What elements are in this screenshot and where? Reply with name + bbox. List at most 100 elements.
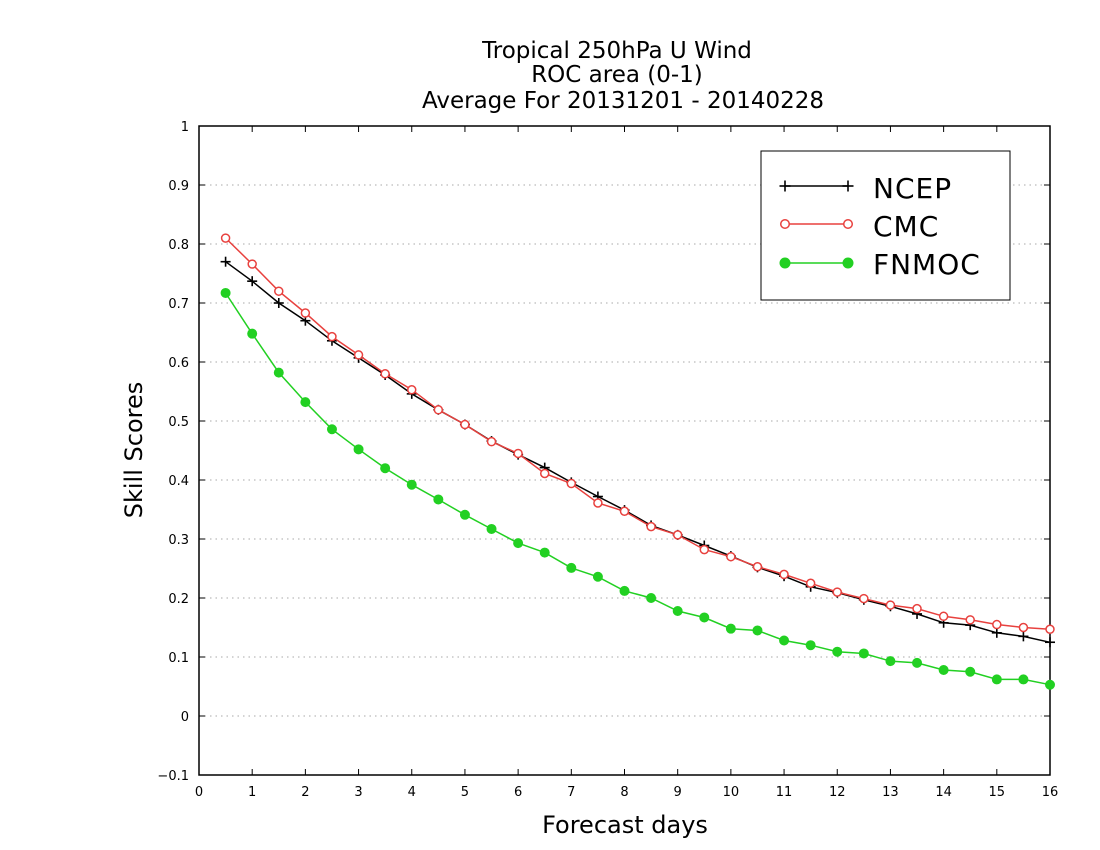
x-tick-label: 11 (776, 785, 793, 800)
x-tick-label: 8 (620, 785, 628, 800)
data-point-fnmoc (1018, 674, 1029, 685)
chart-title-line-3: Average For 20131201 - 20140228 (422, 88, 824, 114)
data-point-fnmoc (566, 562, 577, 573)
legend-samples (779, 180, 854, 269)
data-point-cmc (433, 405, 444, 415)
data-point-cmc (1018, 622, 1029, 633)
data-point-ncep (273, 298, 284, 308)
data-point-fnmoc (779, 635, 790, 646)
x-tick-label: 14 (935, 785, 952, 800)
data-point-fnmoc (353, 444, 364, 455)
data-point-cmc (274, 286, 284, 296)
data-point-fnmoc (326, 424, 337, 435)
data-point-fnmoc (912, 657, 923, 668)
data-point-fnmoc (539, 547, 550, 558)
data-point-ncep (1045, 637, 1055, 648)
x-tick-label: 15 (989, 785, 1006, 800)
series-line-ncep (225, 261, 1051, 644)
data-point-fnmoc (1045, 679, 1055, 690)
x-axis: 0 1 2 3 4 5 6 7 8 9 10 11 12 13 14 15 16 (195, 126, 1058, 800)
y-axis-label: Skill Scores (120, 382, 148, 519)
y-tick-label: 0.2 (168, 592, 189, 607)
legend-marker-ncep (779, 180, 791, 192)
data-point-cmc (539, 468, 550, 479)
data-point-fnmoc (300, 397, 311, 408)
data-point-cmc (300, 308, 311, 318)
data-point-cmc (805, 578, 816, 588)
data-point-fnmoc (885, 656, 896, 667)
y-tick-label: 0.1 (168, 651, 189, 666)
data-point-ncep (1018, 631, 1029, 642)
data-point-cmc (752, 561, 763, 572)
data-point-cmc (486, 436, 497, 447)
data-point-fnmoc (273, 367, 284, 378)
x-tick-label: 9 (674, 785, 682, 800)
data-point-fnmoc (938, 664, 949, 675)
x-tick-label: 3 (354, 785, 362, 800)
legend-sample-cmc (779, 218, 854, 230)
data-point-cmc (672, 530, 683, 540)
data-point-cmc (220, 233, 231, 243)
x-tick-label: 16 (1042, 785, 1059, 800)
data-point-cmc (992, 619, 1002, 630)
y-tick-label: 0.8 (168, 238, 189, 253)
data-point-cmc (726, 551, 736, 562)
data-point-cmc (912, 603, 922, 614)
data-point-cmc (1045, 624, 1055, 635)
legend-sample-ncep (779, 180, 854, 192)
legend-label-fnmoc: FNMOC (873, 248, 981, 281)
data-point-fnmoc (725, 623, 736, 634)
legend-label-cmc: CMC (873, 210, 939, 243)
data-point-cmc (380, 369, 390, 379)
series-cmc (220, 233, 1055, 635)
data-point-fnmoc (752, 625, 763, 636)
data-point-fnmoc (406, 479, 417, 490)
data-point-cmc (832, 587, 842, 597)
x-tick-label: 7 (567, 785, 575, 800)
data-point-cmc (938, 611, 949, 622)
series-ncep (220, 256, 1055, 648)
chart-title-line-1: Tropical 250hPa U Wind (481, 38, 752, 64)
y-tick-label: 0.9 (168, 179, 189, 194)
data-point-fnmoc (486, 523, 497, 534)
y-tick-label: 0.4 (168, 474, 189, 489)
x-tick-label: 12 (829, 785, 846, 800)
data-point-cmc (593, 498, 603, 508)
legend-marker-cmc (779, 218, 791, 230)
series-fnmoc (220, 287, 1055, 690)
chart-title-line-2: ROC area (0-1) (531, 62, 703, 88)
data-point-fnmoc (247, 328, 258, 339)
data-point-cmc (646, 521, 656, 532)
data-point-fnmoc (459, 509, 470, 520)
x-tick-label: 6 (514, 785, 522, 800)
legend-sample-fnmoc (779, 257, 854, 269)
data-point-fnmoc (858, 648, 869, 659)
data-point-fnmoc (380, 463, 391, 474)
data-point-cmc (513, 448, 523, 459)
data-point-fnmoc (619, 585, 630, 596)
data-point-cmc (247, 259, 257, 269)
data-point-fnmoc (965, 666, 976, 677)
data-point-cmc (566, 478, 577, 489)
data-point-fnmoc (672, 605, 683, 616)
data-point-fnmoc (646, 593, 657, 603)
y-axis: −0.1 0 0.1 0.2 0.3 0.4 0.5 0.6 0.7 0.8 0.9 1 (157, 120, 1050, 784)
y-tick-label: 0.5 (168, 415, 189, 430)
x-tick-label: 0 (195, 785, 203, 800)
legend-marker-fnmoc (842, 257, 854, 269)
data-point-cmc (885, 600, 896, 610)
data-point-cmc (965, 615, 975, 625)
y-tick-label: 0.7 (168, 297, 189, 312)
y-tick-label: 1 (181, 120, 189, 135)
data-point-fnmoc (513, 538, 524, 549)
data-point-fnmoc (433, 494, 444, 505)
series-layer (220, 233, 1055, 690)
data-point-fnmoc (592, 571, 603, 582)
data-point-cmc (460, 419, 470, 430)
data-point-cmc (699, 544, 710, 555)
x-tick-label: 1 (248, 785, 256, 800)
data-point-cmc (619, 506, 630, 517)
y-tick-label: 0.3 (168, 533, 189, 548)
x-tick-label: 4 (408, 785, 416, 800)
